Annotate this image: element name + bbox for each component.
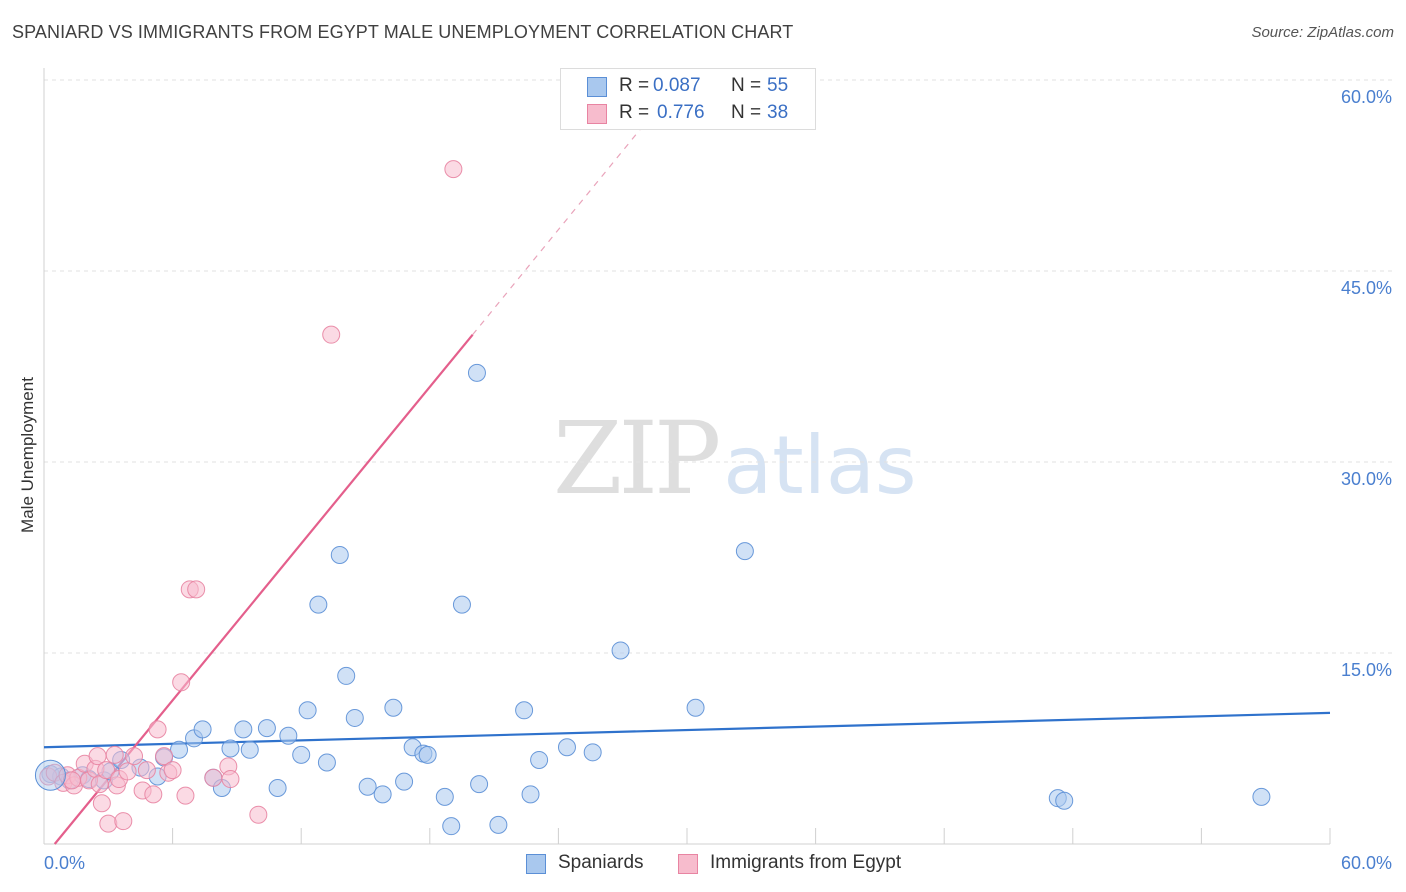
point-series0-22 <box>292 745 311 764</box>
point-series1-18 <box>118 762 137 781</box>
y-tick-label-60: 60.0% <box>1340 87 1392 107</box>
point-series0-45 <box>557 738 576 757</box>
point-series0-40 <box>470 775 489 794</box>
legend-n-value: 55 <box>767 75 789 96</box>
point-series1-12 <box>97 761 116 780</box>
point-series0-28 <box>345 708 364 727</box>
point-series1-24 <box>155 747 174 766</box>
point-series1-21 <box>137 761 156 780</box>
point-series0-35 <box>418 745 437 764</box>
legend-swatch-spaniards <box>587 77 607 97</box>
point-series0-21 <box>279 726 298 745</box>
point-series0-42 <box>515 701 534 720</box>
point-series0-25 <box>317 753 336 772</box>
point-series0-44 <box>530 750 549 769</box>
legend-r-label: R = <box>619 102 650 123</box>
point-cluster-origin <box>34 759 66 791</box>
point-series1-23 <box>148 720 167 739</box>
point-series0-27 <box>337 666 356 685</box>
legend-r-label: R = <box>619 75 650 96</box>
point-series0-31 <box>384 698 403 717</box>
point-series0-13 <box>193 720 212 739</box>
point-series0-36 <box>435 787 454 806</box>
grid-lines <box>44 79 1392 654</box>
trend-line-0 <box>43 711 1331 749</box>
point-series0-24 <box>309 595 328 614</box>
point-series0-19 <box>257 719 276 738</box>
point-series0-30 <box>373 785 392 804</box>
correlation-legend: R = 0.087 N = 55 R = 0.776 N = 38 <box>560 68 816 130</box>
point-series1-27 <box>172 673 191 692</box>
point-series0-20 <box>268 778 287 797</box>
point-series0-11 <box>170 740 189 759</box>
legend-r-value: 0.087 <box>653 75 701 96</box>
point-series0-46 <box>583 743 602 762</box>
point-series0-38 <box>452 595 471 614</box>
legend-label-egypt: Immigrants from Egypt <box>710 852 902 873</box>
y-tick-label-15: 15.0% <box>1340 660 1392 680</box>
point-series1-26 <box>163 761 182 780</box>
point-series0-16 <box>221 739 240 758</box>
point-series1-36 <box>444 160 463 179</box>
point-series0-41 <box>489 815 508 834</box>
x-tick-label-min: 0.0% <box>44 853 86 873</box>
point-series1-30 <box>187 580 206 599</box>
point-series0-48 <box>686 698 705 717</box>
legend-n-label: N = <box>731 102 762 123</box>
point-series1-34 <box>249 805 268 824</box>
point-series1-19 <box>125 747 144 766</box>
point-series1-37 <box>62 771 81 790</box>
legend-swatch-egypt <box>678 854 698 874</box>
point-series0-43 <box>521 785 540 804</box>
point-series1-31 <box>204 768 223 787</box>
point-series1-11 <box>92 794 111 813</box>
y-tick-label-45: 45.0% <box>1340 278 1392 298</box>
point-series0-23 <box>298 701 317 720</box>
point-series0-18 <box>240 740 259 759</box>
trend-lines <box>43 124 1331 845</box>
point-series1-13 <box>99 814 118 833</box>
axes <box>43 68 1331 845</box>
point-series0-39 <box>467 363 486 382</box>
point-series1-14 <box>105 745 124 764</box>
point-series0-17 <box>234 720 253 739</box>
chart-title: SPANIARD VS IMMIGRANTS FROM EGYPT MALE U… <box>12 22 794 42</box>
legend-swatch-spaniards <box>526 854 546 874</box>
legend-n-label: N = <box>731 75 762 96</box>
point-series1-17 <box>114 812 133 831</box>
point-series0-26 <box>330 545 349 564</box>
data-points <box>34 160 1271 836</box>
point-series0-51 <box>1055 791 1074 810</box>
point-series1-28 <box>176 786 195 805</box>
point-series0-29 <box>358 777 377 796</box>
point-series1-22 <box>144 785 163 804</box>
point-series0-49 <box>735 542 754 561</box>
point-series0-37 <box>442 817 461 836</box>
point-series0-32 <box>395 772 414 791</box>
legend-swatch-egypt <box>587 104 607 124</box>
point-series0-52 <box>1252 787 1271 806</box>
y-tick-label-30: 30.0% <box>1340 469 1392 489</box>
legend-n-value: 38 <box>767 102 789 123</box>
watermark: ZIPatlas <box>553 400 917 517</box>
legend-r-value: 0.776 <box>657 102 705 123</box>
point-series1-33 <box>221 770 240 789</box>
legend-label-spaniards: Spaniards <box>558 852 644 873</box>
point-series0-47 <box>611 641 630 660</box>
x-tick-label-max: 60.0% <box>1340 853 1392 873</box>
trend-line-extension-1 <box>472 124 645 336</box>
point-series1-35 <box>322 325 341 344</box>
chart-source: Source: ZipAtlas.com <box>1251 24 1394 41</box>
